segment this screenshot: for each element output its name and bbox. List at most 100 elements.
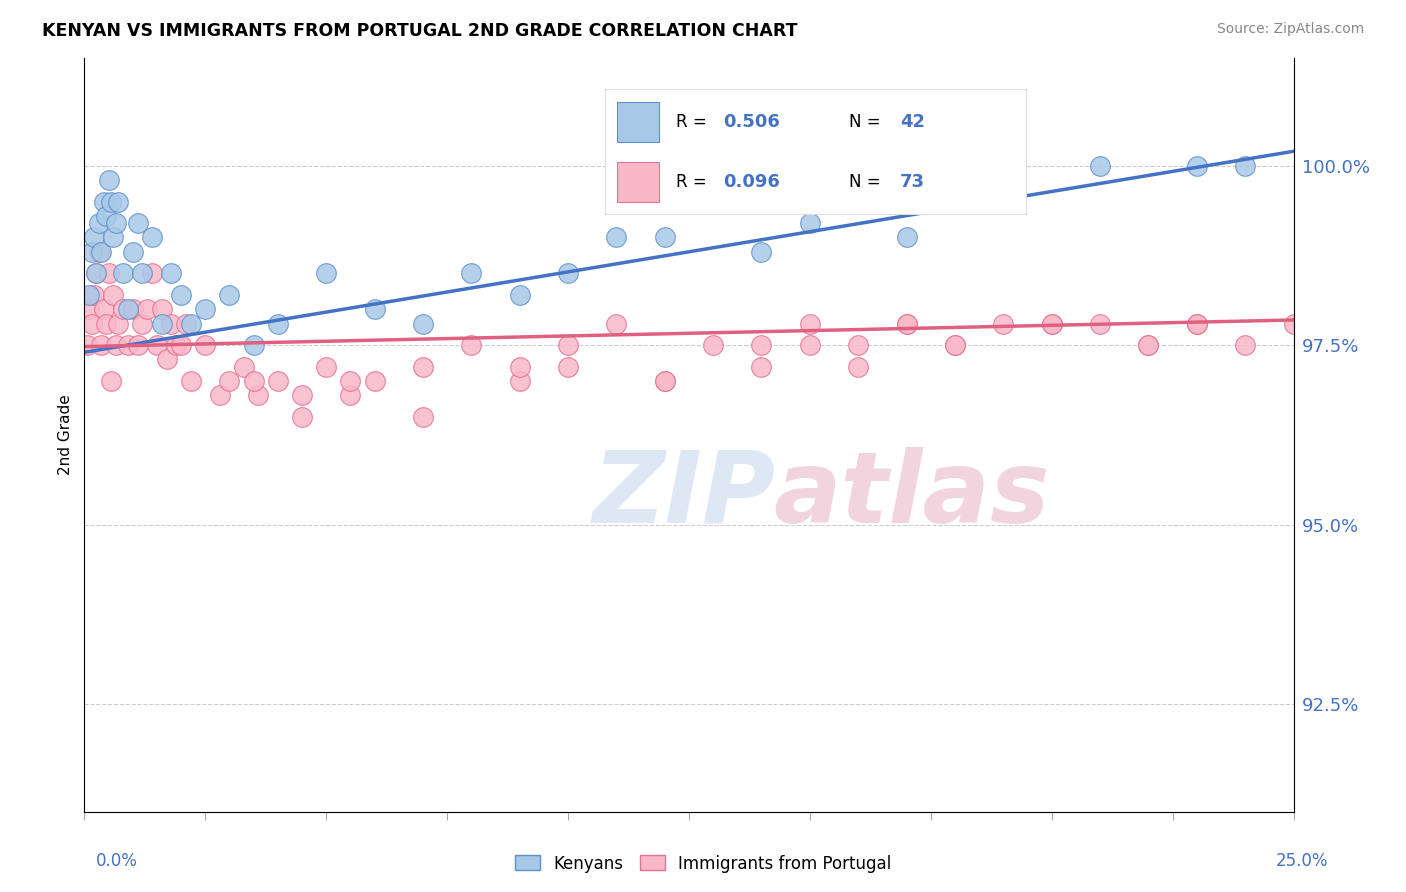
Point: [194, 338, 217, 352]
Point: [846, 359, 869, 374]
Point: [93, 302, 115, 317]
Text: 25.0%: 25.0%: [1277, 852, 1329, 870]
Point: [86, 266, 108, 280]
Point: [76, 338, 98, 352]
Point: [557, 359, 579, 374]
Point: [654, 374, 676, 388]
Point: [242, 338, 264, 352]
Point: [194, 302, 217, 317]
Point: [799, 317, 821, 331]
Point: [1088, 159, 1111, 173]
Point: [97, 173, 120, 187]
Point: [943, 338, 966, 352]
Text: N =: N =: [849, 173, 886, 191]
Point: [751, 359, 773, 374]
Point: [117, 338, 139, 352]
Point: [80, 317, 103, 331]
Point: [90, 338, 112, 352]
Point: [1137, 338, 1160, 352]
Point: [315, 359, 337, 374]
Point: [218, 374, 240, 388]
Point: [242, 374, 264, 388]
Point: [112, 302, 135, 317]
Point: [83, 288, 105, 302]
Point: [654, 230, 676, 244]
Point: [412, 317, 434, 331]
Point: [170, 338, 193, 352]
Point: [150, 302, 173, 317]
Point: [160, 266, 183, 280]
Point: [131, 266, 153, 280]
Point: [94, 317, 117, 331]
Point: [77, 302, 100, 317]
Point: [150, 317, 173, 331]
Point: [896, 317, 918, 331]
Point: [117, 302, 139, 317]
Point: [654, 374, 676, 388]
Point: [460, 338, 482, 352]
Point: [127, 216, 149, 230]
Point: [146, 338, 169, 352]
Text: 73: 73: [900, 173, 925, 191]
Point: [93, 194, 115, 209]
Point: [160, 317, 183, 331]
Point: [90, 244, 112, 259]
Text: atlas: atlas: [773, 447, 1050, 543]
Point: [103, 288, 125, 302]
Point: [799, 216, 821, 230]
Point: [87, 244, 110, 259]
Point: [1040, 317, 1063, 331]
Point: [267, 374, 290, 388]
Point: [799, 338, 821, 352]
Point: [141, 266, 163, 280]
Point: [180, 317, 202, 331]
Point: [363, 374, 385, 388]
Point: [83, 230, 105, 244]
Point: [233, 359, 256, 374]
Point: [896, 230, 918, 244]
Point: [1040, 317, 1063, 331]
Point: [86, 266, 108, 280]
Point: [751, 338, 773, 352]
Point: [155, 352, 177, 367]
Point: [363, 302, 385, 317]
Legend: Kenyans, Immigrants from Portugal: Kenyans, Immigrants from Portugal: [508, 848, 898, 880]
Point: [1185, 317, 1208, 331]
Point: [165, 338, 187, 352]
Point: [509, 359, 531, 374]
Y-axis label: 2nd Grade: 2nd Grade: [58, 394, 73, 475]
Point: [339, 374, 361, 388]
Point: [80, 244, 103, 259]
Point: [509, 288, 531, 302]
Point: [993, 194, 1015, 209]
Point: [315, 266, 337, 280]
FancyBboxPatch shape: [617, 161, 659, 202]
Point: [107, 194, 129, 209]
Text: ZIP: ZIP: [592, 447, 775, 543]
Point: [131, 317, 153, 331]
Text: 0.0%: 0.0%: [96, 852, 138, 870]
Point: [1185, 317, 1208, 331]
Point: [97, 266, 120, 280]
Point: [943, 338, 966, 352]
FancyBboxPatch shape: [617, 102, 659, 142]
Point: [291, 409, 314, 424]
Point: [104, 338, 127, 352]
Point: [291, 388, 314, 402]
Point: [218, 288, 240, 302]
Text: Source: ZipAtlas.com: Source: ZipAtlas.com: [1216, 22, 1364, 37]
Point: [1234, 159, 1257, 173]
Point: [247, 388, 270, 402]
Point: [751, 244, 773, 259]
Point: [605, 230, 627, 244]
Point: [267, 317, 290, 331]
Point: [112, 266, 135, 280]
Point: [846, 338, 869, 352]
Point: [509, 374, 531, 388]
Text: R =: R =: [676, 112, 713, 130]
Text: 0.096: 0.096: [723, 173, 779, 191]
Point: [702, 338, 724, 352]
Point: [412, 359, 434, 374]
Point: [896, 317, 918, 331]
Point: [100, 374, 122, 388]
